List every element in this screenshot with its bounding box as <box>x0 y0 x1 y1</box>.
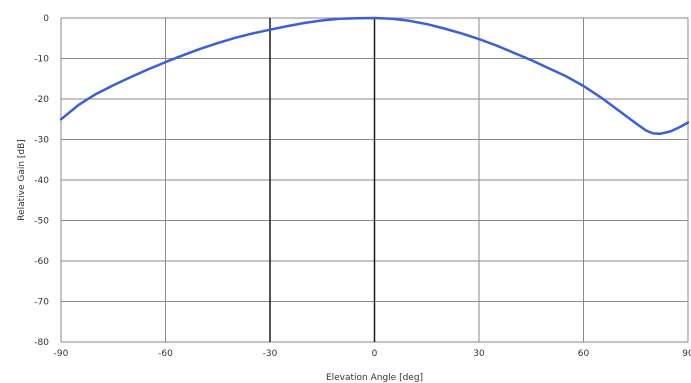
y-tick-label: -80 <box>34 338 49 348</box>
y-tick-label: -10 <box>34 55 49 65</box>
x-tick-label: 60 <box>578 349 590 359</box>
y-tick-labels: 0 -10 -20 -30 -40 -50 -60 -70 -80 <box>34 14 49 348</box>
x-tick-labels: -90 -60 -30 0 30 60 90 <box>54 349 691 359</box>
x-tick-label: -60 <box>158 349 173 359</box>
grid <box>60 17 689 343</box>
x-tick-label: 0 <box>372 349 378 359</box>
y-tick-label: -40 <box>34 176 49 186</box>
y-tick-label: -50 <box>34 217 49 227</box>
x-tick-label: -30 <box>263 349 278 359</box>
y-tick-label: -60 <box>34 257 49 267</box>
y-tick-label: 0 <box>43 14 49 24</box>
y-tick-label: -20 <box>34 95 49 105</box>
x-tick-label: -90 <box>54 349 69 359</box>
x-tick-label: 90 <box>682 349 691 359</box>
series-line <box>59 16 690 136</box>
y-tick-label: -30 <box>34 136 49 146</box>
series-group <box>59 16 690 136</box>
x-tick-label: 30 <box>473 349 485 359</box>
x-axis-title: Elevation Angle [deg] <box>326 373 423 383</box>
y-axis-title: Relative Gain [dB] <box>17 139 27 221</box>
y-tick-label: -70 <box>34 298 49 308</box>
